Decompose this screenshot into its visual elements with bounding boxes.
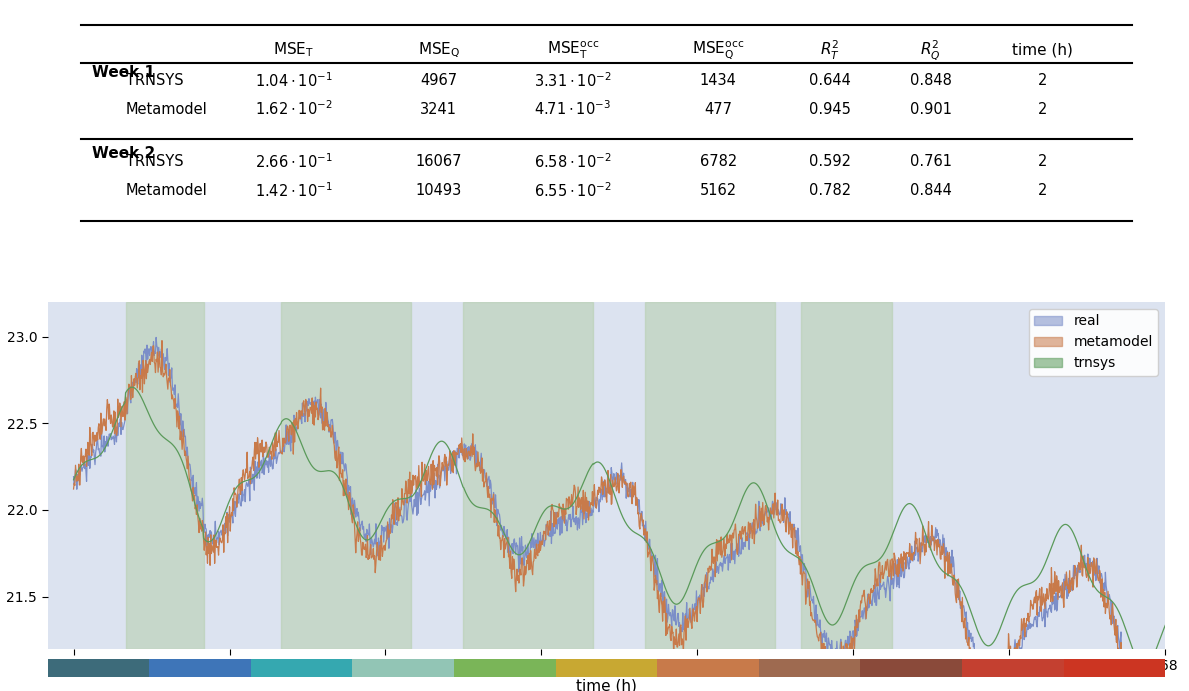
Text: $1.42\cdot 10^{-1}$: $1.42\cdot 10^{-1}$ [254, 181, 332, 200]
trnsys [799, 564, 813, 572]
Text: TRNSYS: TRNSYS [126, 73, 183, 88]
Text: 10493: 10493 [416, 183, 461, 198]
Text: $6.58\cdot 10^{-2}$: $6.58\cdot 10^{-2}$ [534, 152, 611, 171]
Text: Week 1: Week 1 [93, 65, 156, 80]
metamodel [799, 600, 813, 608]
trnsys [67, 475, 81, 484]
Bar [555, 659, 658, 677]
Bar [801, 302, 892, 649]
Text: $\mathrm{MSE_Q^{occ}}$: $\mathrm{MSE_Q^{occ}}$ [692, 39, 744, 61]
Line: trnsys: trnsys [74, 387, 1165, 666]
Text: Metamodel: Metamodel [126, 183, 208, 198]
Text: 16067: 16067 [415, 154, 463, 169]
Bar [861, 659, 962, 677]
X-axis label: time (h): time (h) [575, 679, 637, 691]
Text: 0.844: 0.844 [910, 183, 951, 198]
Bar [352, 659, 454, 677]
metamodel [162, 375, 176, 383]
Text: 3241: 3241 [420, 102, 458, 117]
trnsys [460, 492, 474, 500]
Text: $3.31\cdot 10^{-2}$: $3.31\cdot 10^{-2}$ [534, 71, 611, 90]
trnsys [378, 508, 392, 516]
Line: real: real [74, 337, 1165, 666]
Text: 2: 2 [1038, 102, 1048, 117]
Text: 0.848: 0.848 [910, 73, 951, 88]
Text: 2: 2 [1038, 154, 1048, 169]
Text: $\mathrm{MSE_T}$: $\mathrm{MSE_T}$ [273, 41, 314, 59]
Legend: real, metamodel, trnsys: real, metamodel, trnsys [1028, 309, 1158, 376]
Text: 5162: 5162 [699, 183, 737, 198]
trnsys [125, 383, 139, 391]
real [162, 371, 176, 379]
trnsys [480, 505, 495, 513]
trnsys [162, 437, 176, 445]
Text: $R_T^2$: $R_T^2$ [820, 39, 839, 61]
Text: 1434: 1434 [699, 73, 737, 88]
trnsys [1135, 662, 1150, 670]
Bar [962, 659, 1064, 677]
metamodel [67, 485, 81, 493]
Text: 0.901: 0.901 [910, 102, 951, 117]
Text: TRNSYS: TRNSYS [126, 154, 183, 169]
Bar [282, 302, 411, 649]
Bar [251, 659, 352, 677]
Bar [48, 659, 149, 677]
real [799, 565, 813, 573]
Bar [1064, 659, 1165, 677]
Text: Week 2: Week 2 [93, 146, 156, 161]
Text: 2: 2 [1038, 183, 1048, 198]
Text: $R_Q^2$: $R_Q^2$ [920, 38, 940, 62]
Text: $\mathrm{MSE_T^{occ}}$: $\mathrm{MSE_T^{occ}}$ [547, 39, 599, 61]
trnsys [1158, 621, 1172, 630]
Bar [149, 659, 251, 677]
metamodel [460, 455, 474, 463]
Text: 477: 477 [704, 102, 732, 117]
Text: 4967: 4967 [420, 73, 458, 88]
Bar [646, 302, 775, 649]
metamodel [480, 484, 495, 493]
Bar [126, 302, 203, 649]
Line: metamodel: metamodel [74, 341, 1165, 666]
Text: time (h): time (h) [1012, 43, 1072, 57]
Text: 0.592: 0.592 [809, 154, 851, 169]
Bar [759, 659, 861, 677]
Text: 0.945: 0.945 [809, 102, 851, 117]
Text: $\mathrm{MSE_Q}$: $\mathrm{MSE_Q}$ [417, 40, 460, 59]
real [378, 524, 392, 533]
real [480, 482, 495, 491]
Text: 0.644: 0.644 [809, 73, 851, 88]
Text: $2.66\cdot 10^{-1}$: $2.66\cdot 10^{-1}$ [254, 152, 332, 171]
real [149, 333, 163, 341]
trnsys [566, 500, 580, 508]
real [1158, 662, 1172, 670]
metamodel [566, 495, 580, 504]
Text: 6782: 6782 [699, 154, 737, 169]
Text: 0.761: 0.761 [910, 154, 951, 169]
real [566, 502, 580, 510]
Text: 2: 2 [1038, 73, 1048, 88]
metamodel [378, 540, 392, 548]
Text: $6.55\cdot 10^{-2}$: $6.55\cdot 10^{-2}$ [534, 181, 611, 200]
Text: 0.782: 0.782 [809, 183, 851, 198]
Text: $1.04\cdot 10^{-1}$: $1.04\cdot 10^{-1}$ [254, 71, 332, 90]
real [67, 473, 81, 481]
metamodel [155, 337, 169, 345]
real [971, 662, 986, 670]
Text: Metamodel: Metamodel [126, 102, 208, 117]
real [460, 444, 474, 452]
metamodel [1158, 662, 1172, 670]
Bar [658, 659, 759, 677]
Text: $4.71\cdot 10^{-3}$: $4.71\cdot 10^{-3}$ [535, 100, 611, 118]
Bar [454, 659, 555, 677]
Text: $1.62\cdot 10^{-2}$: $1.62\cdot 10^{-2}$ [254, 100, 332, 118]
metamodel [819, 662, 833, 670]
Bar [464, 302, 593, 649]
